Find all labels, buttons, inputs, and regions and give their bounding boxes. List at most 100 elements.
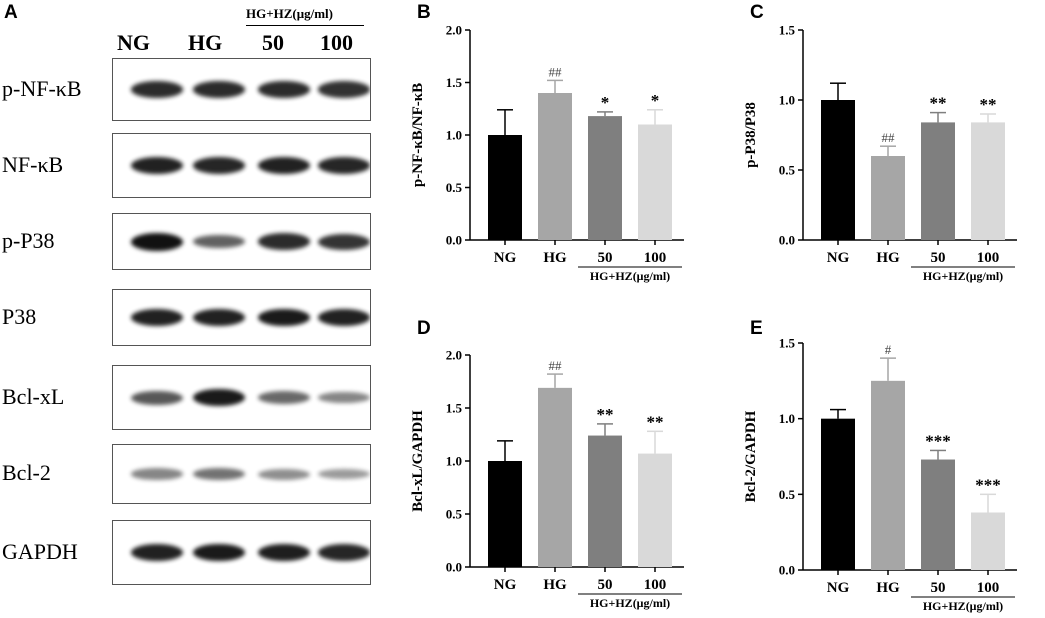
- lane-label-100: 100: [320, 30, 353, 55]
- bar: [488, 461, 522, 567]
- bar: [971, 122, 1005, 240]
- protein-label: p-P38: [2, 227, 55, 253]
- x-tick-label: NG: [494, 577, 517, 593]
- lane-label-ng: NG: [117, 30, 150, 55]
- protein-label: Bcl-xL: [2, 383, 65, 409]
- blot-band: [131, 544, 183, 561]
- blot-band: [193, 81, 245, 98]
- significance-label: **: [647, 412, 664, 431]
- y-tick-label: 0.5: [779, 163, 796, 178]
- bar: [921, 459, 955, 570]
- y-tick-label: 1.0: [446, 128, 462, 143]
- blot-strip: [112, 520, 371, 585]
- x-tick-label: NG: [827, 250, 850, 266]
- bar: [538, 387, 572, 567]
- bar: [588, 116, 622, 240]
- blot-band: [318, 391, 370, 404]
- x-tick-label: NG: [827, 580, 850, 596]
- panel-letter-c: C: [750, 2, 764, 23]
- blot-band: [318, 468, 370, 480]
- bar-chart-b: 0.0 0.5 1.0 1.5 2.0 p-NF-κB/NF-κB NG ## HG * 50 * 10…: [410, 23, 684, 283]
- x-tick-label: 50: [598, 250, 613, 266]
- blot-band: [258, 81, 310, 98]
- y-tick-label: 0.5: [446, 180, 463, 195]
- bar: [638, 453, 672, 567]
- blot-band: [131, 157, 183, 174]
- panel-letter-d: D: [417, 318, 431, 339]
- western-blot-panel: A HG+HZ(μg/ml) NG HG 50 100 p-NF-κB NF-κB…: [0, 0, 395, 618]
- bar: [821, 100, 855, 240]
- y-axis-title: Bcl-2/GAPDH: [743, 410, 759, 502]
- blot-band: [258, 157, 310, 174]
- significance-label: #: [885, 342, 892, 357]
- group-label: HG+HZ(μg/ml): [590, 596, 670, 610]
- bar: [871, 156, 905, 240]
- bar: [638, 124, 672, 240]
- blot-band: [258, 233, 310, 250]
- significance-label: ##: [882, 130, 896, 145]
- x-tick-label: 100: [644, 577, 667, 593]
- y-tick-label: 1.0: [779, 93, 795, 108]
- protein-label: GAPDH: [2, 538, 78, 564]
- blot-band: [258, 543, 310, 562]
- blot-band: [193, 388, 245, 407]
- protein-label: P38: [2, 303, 37, 329]
- protein-label: p-NF-κB: [2, 75, 82, 101]
- y-tick-label: 1.5: [446, 75, 463, 90]
- lane-label-hg: HG: [188, 30, 223, 55]
- significance-label: *: [651, 91, 660, 110]
- bar: [538, 93, 572, 240]
- blot-band: [193, 234, 245, 249]
- y-axis-title: p-P38/P38: [743, 102, 759, 168]
- panel-letter-a: A: [4, 2, 18, 23]
- x-tick-label: HG: [876, 580, 900, 596]
- blot-band: [193, 309, 245, 326]
- panel-letter-e: E: [750, 318, 763, 339]
- x-tick-label: 100: [644, 250, 667, 266]
- y-tick-label: 1.5: [446, 401, 463, 416]
- group-label: HG+HZ(μg/ml): [923, 269, 1003, 283]
- y-axis-title: p-NF-κB/NF-κB: [410, 83, 426, 187]
- blot-strip: [112, 365, 371, 430]
- significance-label: ***: [975, 475, 1001, 494]
- y-tick-label: 1.0: [779, 411, 795, 426]
- x-tick-label: 100: [977, 580, 1000, 596]
- blot-band: [318, 81, 370, 98]
- protein-label: Bcl-2: [2, 460, 51, 485]
- y-axis-title: Bcl-xL/GAPDH: [410, 410, 426, 512]
- y-tick-label: 1.5: [779, 23, 796, 38]
- blot-band: [193, 157, 245, 174]
- significance-label: *: [601, 93, 610, 112]
- blot-band: [318, 309, 370, 326]
- x-tick-label: HG: [543, 250, 567, 266]
- treatment-bracket: [246, 25, 364, 26]
- bar: [821, 418, 855, 570]
- blot-band: [131, 81, 183, 98]
- significance-label: **: [930, 94, 947, 113]
- y-tick-label: 1.0: [446, 454, 462, 469]
- x-tick-label: HG: [876, 250, 900, 266]
- bar-chart-c: 0.0 0.5 1.0 1.5 p-P38/P38 NG ## HG ** 50 ** 100 HG+H…: [743, 23, 1017, 283]
- lane-label-50: 50: [262, 30, 284, 55]
- significance-label: **: [597, 405, 614, 424]
- bar: [921, 122, 955, 240]
- blot-strip: [112, 213, 371, 270]
- blot-strip: [112, 289, 371, 346]
- x-tick-label: 100: [977, 250, 1000, 266]
- blot-band: [318, 544, 370, 561]
- group-label: HG+HZ(μg/ml): [923, 599, 1003, 613]
- bar: [871, 380, 905, 570]
- bar: [488, 135, 522, 240]
- significance-label: **: [980, 95, 997, 114]
- protein-label: NF-κB: [2, 151, 64, 177]
- x-tick-label: 50: [598, 577, 613, 593]
- y-tick-label: 0.0: [446, 233, 462, 248]
- significance-label: ***: [925, 431, 951, 450]
- blot-band: [131, 390, 183, 405]
- blot-band: [131, 232, 183, 251]
- blot-band: [193, 467, 245, 481]
- blot-strip: [112, 58, 371, 121]
- blot-band: [131, 309, 183, 326]
- blot-band: [258, 391, 310, 404]
- group-label: HG+HZ(μg/ml): [590, 269, 670, 283]
